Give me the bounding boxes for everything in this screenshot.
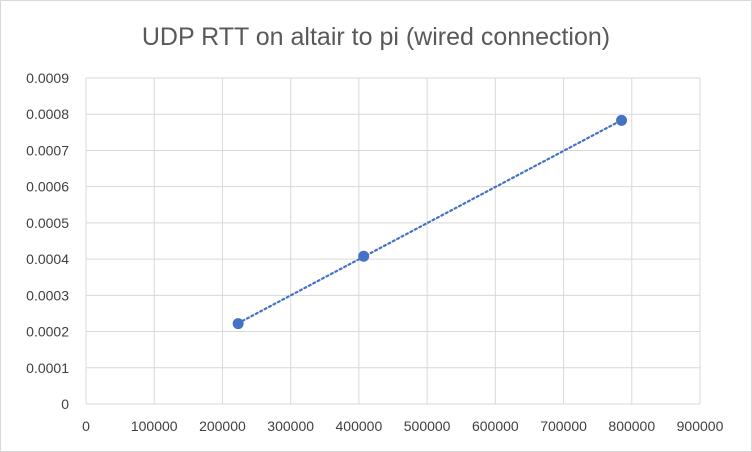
x-tick-label: 200000 (199, 418, 246, 434)
y-tick-label: 0.0003 (26, 287, 69, 303)
x-tick-label: 900000 (677, 418, 724, 434)
trendline (237, 119, 623, 325)
x-axis-tick-labels: 0 100000 200000 300000 400000 500000 600000 700… (82, 418, 723, 434)
y-tick-label: 0.0006 (26, 179, 69, 195)
x-tick-label: 100000 (131, 418, 178, 434)
y-tick-label: 0.0008 (26, 106, 69, 122)
y-tick-label: 0.0004 (26, 251, 69, 267)
data-point (358, 250, 370, 262)
grid-lines (85, 77, 701, 405)
y-tick-label: 0.0001 (26, 360, 69, 376)
linear-trendline (237, 119, 623, 325)
x-tick-label: 300000 (267, 418, 314, 434)
data-points (232, 114, 628, 330)
x-tick-label: 700000 (540, 418, 587, 434)
y-tick-label: 0.0009 (26, 70, 69, 86)
x-tick-label: 600000 (472, 418, 519, 434)
chart-title: UDP RTT on altair to pi (wired connectio… (141, 23, 611, 51)
y-axis-tick-labels: 0 0.0001 0.0002 0.0003 0.0004 0.0005 0.0006 0.0… (26, 70, 69, 412)
data-point (232, 318, 244, 330)
y-tick-label: 0.0007 (26, 142, 69, 158)
x-tick-label: 400000 (336, 418, 383, 434)
x-tick-label: 500000 (404, 418, 451, 434)
x-tick-label: 0 (82, 418, 90, 434)
y-tick-label: 0.0002 (26, 324, 69, 340)
x-tick-label: 800000 (608, 418, 655, 434)
y-tick-label: 0 (61, 396, 69, 412)
data-point (616, 114, 628, 126)
y-tick-label: 0.0005 (26, 215, 69, 231)
